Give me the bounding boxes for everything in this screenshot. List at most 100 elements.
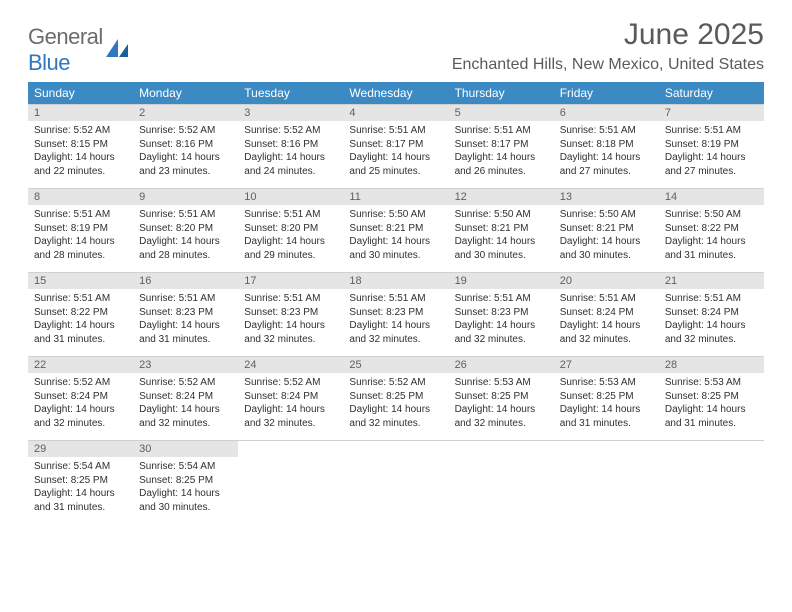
daylight-text-1: Daylight: 14 hours: [455, 319, 548, 333]
day-number-row: 15161718192021: [28, 273, 764, 290]
sunset-text: Sunset: 8:25 PM: [665, 390, 758, 404]
sunset-text: Sunset: 8:20 PM: [244, 222, 337, 236]
daylight-text-1: Daylight: 14 hours: [560, 319, 653, 333]
day-cell: [343, 457, 448, 524]
sunset-text: Sunset: 8:25 PM: [349, 390, 442, 404]
daylight-text-1: Daylight: 14 hours: [665, 403, 758, 417]
day-number: 4: [343, 105, 448, 122]
sunrise-text: Sunrise: 5:53 AM: [665, 376, 758, 390]
daylight-text-1: Daylight: 14 hours: [349, 151, 442, 165]
day-number: 21: [659, 273, 764, 290]
sunset-text: Sunset: 8:17 PM: [349, 138, 442, 152]
daylight-text-2: and 30 minutes.: [139, 501, 232, 515]
logo-sail-icon: [105, 37, 131, 64]
sunrise-text: Sunrise: 5:51 AM: [455, 124, 548, 138]
day-cell: Sunrise: 5:54 AMSunset: 8:25 PMDaylight:…: [28, 457, 133, 524]
daylight-text-2: and 31 minutes.: [665, 249, 758, 263]
sunrise-text: Sunrise: 5:51 AM: [665, 292, 758, 306]
sunrise-text: Sunrise: 5:52 AM: [139, 124, 232, 138]
day-number-row: 1234567: [28, 105, 764, 122]
daylight-text-1: Daylight: 14 hours: [34, 319, 127, 333]
daylight-text-1: Daylight: 14 hours: [34, 403, 127, 417]
day-cell: Sunrise: 5:52 AMSunset: 8:24 PMDaylight:…: [238, 373, 343, 441]
day-number: 2: [133, 105, 238, 122]
day-number: [659, 441, 764, 458]
day-number: [343, 441, 448, 458]
sunset-text: Sunset: 8:24 PM: [34, 390, 127, 404]
daylight-text-2: and 31 minutes.: [34, 501, 127, 515]
sunrise-text: Sunrise: 5:51 AM: [349, 124, 442, 138]
day-number: 24: [238, 357, 343, 374]
day-cell: Sunrise: 5:50 AMSunset: 8:21 PMDaylight:…: [554, 205, 659, 273]
sunrise-text: Sunrise: 5:52 AM: [244, 124, 337, 138]
day-number: 12: [449, 189, 554, 206]
day-cell: Sunrise: 5:51 AMSunset: 8:24 PMDaylight:…: [659, 289, 764, 357]
sunset-text: Sunset: 8:21 PM: [349, 222, 442, 236]
day-cell: Sunrise: 5:51 AMSunset: 8:19 PMDaylight:…: [659, 121, 764, 189]
weekday-header-row: SundayMondayTuesdayWednesdayThursdayFrid…: [28, 82, 764, 105]
day-cell: Sunrise: 5:53 AMSunset: 8:25 PMDaylight:…: [659, 373, 764, 441]
day-cell: Sunrise: 5:52 AMSunset: 8:25 PMDaylight:…: [343, 373, 448, 441]
sunrise-text: Sunrise: 5:52 AM: [139, 376, 232, 390]
daylight-text-1: Daylight: 14 hours: [244, 319, 337, 333]
day-number: 9: [133, 189, 238, 206]
sunset-text: Sunset: 8:16 PM: [244, 138, 337, 152]
day-number: 1: [28, 105, 133, 122]
sunset-text: Sunset: 8:23 PM: [349, 306, 442, 320]
sunrise-text: Sunrise: 5:51 AM: [560, 124, 653, 138]
day-number: 22: [28, 357, 133, 374]
daylight-text-1: Daylight: 14 hours: [139, 151, 232, 165]
daylight-text-2: and 32 minutes.: [349, 417, 442, 431]
sunrise-text: Sunrise: 5:50 AM: [665, 208, 758, 222]
day-number: 5: [449, 105, 554, 122]
day-number: 25: [343, 357, 448, 374]
day-number: [554, 441, 659, 458]
sunrise-text: Sunrise: 5:51 AM: [349, 292, 442, 306]
sunrise-text: Sunrise: 5:51 AM: [244, 292, 337, 306]
sunrise-text: Sunrise: 5:52 AM: [34, 376, 127, 390]
day-number: 11: [343, 189, 448, 206]
sunset-text: Sunset: 8:25 PM: [34, 474, 127, 488]
weekday-header: Monday: [133, 82, 238, 105]
day-cell: Sunrise: 5:53 AMSunset: 8:25 PMDaylight:…: [449, 373, 554, 441]
daylight-text-2: and 28 minutes.: [34, 249, 127, 263]
weekday-header: Thursday: [449, 82, 554, 105]
daylight-text-1: Daylight: 14 hours: [244, 403, 337, 417]
daylight-text-1: Daylight: 14 hours: [349, 235, 442, 249]
sunrise-text: Sunrise: 5:51 AM: [244, 208, 337, 222]
calendar-page: General Blue June 2025 Enchanted Hills, …: [0, 0, 792, 534]
logo: General Blue: [28, 18, 131, 76]
day-cell: Sunrise: 5:54 AMSunset: 8:25 PMDaylight:…: [133, 457, 238, 524]
day-cell: Sunrise: 5:51 AMSunset: 8:17 PMDaylight:…: [343, 121, 448, 189]
day-body-row: Sunrise: 5:51 AMSunset: 8:19 PMDaylight:…: [28, 205, 764, 273]
daylight-text-2: and 30 minutes.: [455, 249, 548, 263]
sunrise-text: Sunrise: 5:51 AM: [560, 292, 653, 306]
sunset-text: Sunset: 8:24 PM: [244, 390, 337, 404]
day-cell: Sunrise: 5:50 AMSunset: 8:21 PMDaylight:…: [343, 205, 448, 273]
day-number: 28: [659, 357, 764, 374]
daylight-text-2: and 31 minutes.: [665, 417, 758, 431]
daylight-text-1: Daylight: 14 hours: [455, 235, 548, 249]
sunset-text: Sunset: 8:17 PM: [455, 138, 548, 152]
sunrise-text: Sunrise: 5:52 AM: [349, 376, 442, 390]
day-cell: Sunrise: 5:51 AMSunset: 8:22 PMDaylight:…: [28, 289, 133, 357]
day-number: 26: [449, 357, 554, 374]
daylight-text-1: Daylight: 14 hours: [139, 319, 232, 333]
sunrise-text: Sunrise: 5:51 AM: [139, 208, 232, 222]
sunset-text: Sunset: 8:25 PM: [560, 390, 653, 404]
sunset-text: Sunset: 8:22 PM: [34, 306, 127, 320]
day-cell: Sunrise: 5:52 AMSunset: 8:16 PMDaylight:…: [238, 121, 343, 189]
daylight-text-2: and 32 minutes.: [455, 333, 548, 347]
sunrise-text: Sunrise: 5:54 AM: [34, 460, 127, 474]
sunrise-text: Sunrise: 5:52 AM: [244, 376, 337, 390]
day-number: 15: [28, 273, 133, 290]
daylight-text-2: and 27 minutes.: [665, 165, 758, 179]
daylight-text-1: Daylight: 14 hours: [665, 235, 758, 249]
day-number: 29: [28, 441, 133, 458]
sunrise-text: Sunrise: 5:50 AM: [455, 208, 548, 222]
sunset-text: Sunset: 8:24 PM: [139, 390, 232, 404]
daylight-text-2: and 24 minutes.: [244, 165, 337, 179]
sunset-text: Sunset: 8:16 PM: [139, 138, 232, 152]
day-number: 27: [554, 357, 659, 374]
day-cell: Sunrise: 5:51 AMSunset: 8:17 PMDaylight:…: [449, 121, 554, 189]
